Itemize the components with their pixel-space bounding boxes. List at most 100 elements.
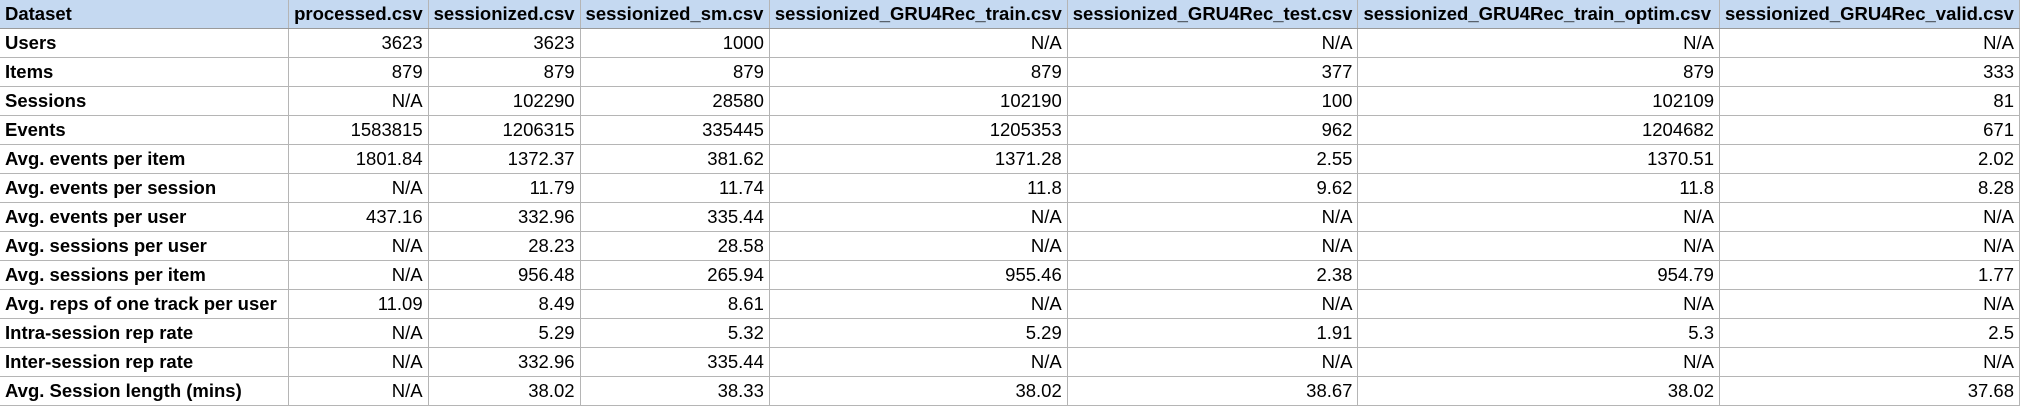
value-cell[interactable]: 1372.37: [428, 144, 581, 174]
value-cell[interactable]: 954.79: [1357, 260, 1720, 290]
row-label-cell[interactable]: Avg. events per item: [0, 144, 290, 174]
value-cell[interactable]: 335.44: [580, 202, 770, 232]
value-cell[interactable]: 1370.51: [1357, 144, 1720, 174]
value-cell[interactable]: 2.02: [1719, 144, 2020, 174]
value-cell[interactable]: 1801.84: [288, 144, 429, 174]
value-cell[interactable]: 1.77: [1719, 260, 2020, 290]
header-cell-file[interactable]: sessionized.csv: [428, 0, 581, 29]
value-cell[interactable]: 335.44: [580, 347, 770, 377]
value-cell[interactable]: 1583815: [288, 115, 429, 145]
value-cell[interactable]: N/A: [1357, 347, 1720, 377]
value-cell[interactable]: 335445: [580, 115, 770, 145]
header-cell-file[interactable]: sessionized_GRU4Rec_train.csv: [769, 0, 1068, 29]
value-cell[interactable]: 437.16: [288, 202, 429, 232]
value-cell[interactable]: 332.96: [428, 347, 581, 377]
value-cell[interactable]: 38.02: [1357, 376, 1720, 406]
value-cell[interactable]: 2.5: [1719, 318, 2020, 348]
value-cell[interactable]: N/A: [288, 376, 429, 406]
value-cell[interactable]: 955.46: [769, 260, 1068, 290]
value-cell[interactable]: 377: [1067, 57, 1359, 87]
row-label-cell[interactable]: Users: [0, 28, 290, 58]
value-cell[interactable]: 37.68: [1719, 376, 2020, 406]
header-cell-file[interactable]: processed.csv: [288, 0, 429, 29]
value-cell[interactable]: N/A: [769, 202, 1068, 232]
value-cell[interactable]: 1205353: [769, 115, 1068, 145]
value-cell[interactable]: N/A: [1719, 289, 2020, 319]
row-label-cell[interactable]: Avg. sessions per user: [0, 231, 290, 261]
value-cell[interactable]: 956.48: [428, 260, 581, 290]
value-cell[interactable]: 879: [580, 57, 770, 87]
value-cell[interactable]: 5.29: [428, 318, 581, 348]
value-cell[interactable]: N/A: [288, 173, 429, 203]
value-cell[interactable]: 1.91: [1067, 318, 1359, 348]
value-cell[interactable]: N/A: [1357, 202, 1720, 232]
value-cell[interactable]: N/A: [1067, 289, 1359, 319]
value-cell[interactable]: N/A: [1357, 289, 1720, 319]
header-cell-file[interactable]: sessionized_sm.csv: [580, 0, 770, 29]
value-cell[interactable]: 100: [1067, 86, 1359, 116]
value-cell[interactable]: N/A: [1357, 231, 1720, 261]
value-cell[interactable]: 28.58: [580, 231, 770, 261]
value-cell[interactable]: N/A: [288, 318, 429, 348]
value-cell[interactable]: 879: [1357, 57, 1720, 87]
value-cell[interactable]: N/A: [1719, 28, 2020, 58]
value-cell[interactable]: N/A: [769, 28, 1068, 58]
value-cell[interactable]: N/A: [1067, 347, 1359, 377]
row-label-cell[interactable]: Avg. events per user: [0, 202, 290, 232]
value-cell[interactable]: N/A: [769, 289, 1068, 319]
value-cell[interactable]: N/A: [288, 231, 429, 261]
value-cell[interactable]: 5.3: [1357, 318, 1720, 348]
row-label-cell[interactable]: Intra-session rep rate: [0, 318, 290, 348]
value-cell[interactable]: 1204682: [1357, 115, 1720, 145]
value-cell[interactable]: 1371.28: [769, 144, 1068, 174]
value-cell[interactable]: 11.09: [288, 289, 429, 319]
value-cell[interactable]: 671: [1719, 115, 2020, 145]
value-cell[interactable]: 2.55: [1067, 144, 1359, 174]
value-cell[interactable]: 11.79: [428, 173, 581, 203]
value-cell[interactable]: 8.28: [1719, 173, 2020, 203]
row-label-cell[interactable]: Inter-session rep rate: [0, 347, 290, 377]
header-cell-dataset[interactable]: Dataset: [0, 0, 290, 29]
value-cell[interactable]: 1206315: [428, 115, 581, 145]
value-cell[interactable]: N/A: [288, 260, 429, 290]
value-cell[interactable]: 28580: [580, 86, 770, 116]
value-cell[interactable]: 962: [1067, 115, 1359, 145]
value-cell[interactable]: N/A: [1719, 202, 2020, 232]
value-cell[interactable]: N/A: [769, 347, 1068, 377]
value-cell[interactable]: 38.67: [1067, 376, 1359, 406]
value-cell[interactable]: 3623: [428, 28, 581, 58]
row-label-cell[interactable]: Avg. sessions per item: [0, 260, 290, 290]
row-label-cell[interactable]: Avg. events per session: [0, 173, 290, 203]
row-label-cell[interactable]: Sessions: [0, 86, 290, 116]
value-cell[interactable]: 102190: [769, 86, 1068, 116]
value-cell[interactable]: 11.8: [769, 173, 1068, 203]
value-cell[interactable]: N/A: [288, 347, 429, 377]
value-cell[interactable]: 102290: [428, 86, 581, 116]
value-cell[interactable]: 11.74: [580, 173, 770, 203]
value-cell[interactable]: 1000: [580, 28, 770, 58]
value-cell[interactable]: 2.38: [1067, 260, 1359, 290]
value-cell[interactable]: 8.61: [580, 289, 770, 319]
value-cell[interactable]: 879: [428, 57, 581, 87]
row-label-cell[interactable]: Items: [0, 57, 290, 87]
value-cell[interactable]: 102109: [1357, 86, 1720, 116]
value-cell[interactable]: 879: [288, 57, 429, 87]
value-cell[interactable]: 879: [769, 57, 1068, 87]
value-cell[interactable]: N/A: [1067, 28, 1359, 58]
header-cell-file[interactable]: sessionized_GRU4Rec_valid.csv: [1719, 0, 2020, 29]
value-cell[interactable]: 5.29: [769, 318, 1068, 348]
value-cell[interactable]: 81: [1719, 86, 2020, 116]
value-cell[interactable]: N/A: [1067, 202, 1359, 232]
value-cell[interactable]: 333: [1719, 57, 2020, 87]
value-cell[interactable]: 381.62: [580, 144, 770, 174]
value-cell[interactable]: 265.94: [580, 260, 770, 290]
value-cell[interactable]: 5.32: [580, 318, 770, 348]
header-cell-file[interactable]: sessionized_GRU4Rec_test.csv: [1067, 0, 1359, 29]
value-cell[interactable]: 38.02: [769, 376, 1068, 406]
value-cell[interactable]: N/A: [769, 231, 1068, 261]
value-cell[interactable]: 3623: [288, 28, 429, 58]
value-cell[interactable]: 28.23: [428, 231, 581, 261]
value-cell[interactable]: N/A: [288, 86, 429, 116]
header-cell-file[interactable]: sessionized_GRU4Rec_train_optim.csv: [1357, 0, 1720, 29]
value-cell[interactable]: N/A: [1357, 28, 1720, 58]
